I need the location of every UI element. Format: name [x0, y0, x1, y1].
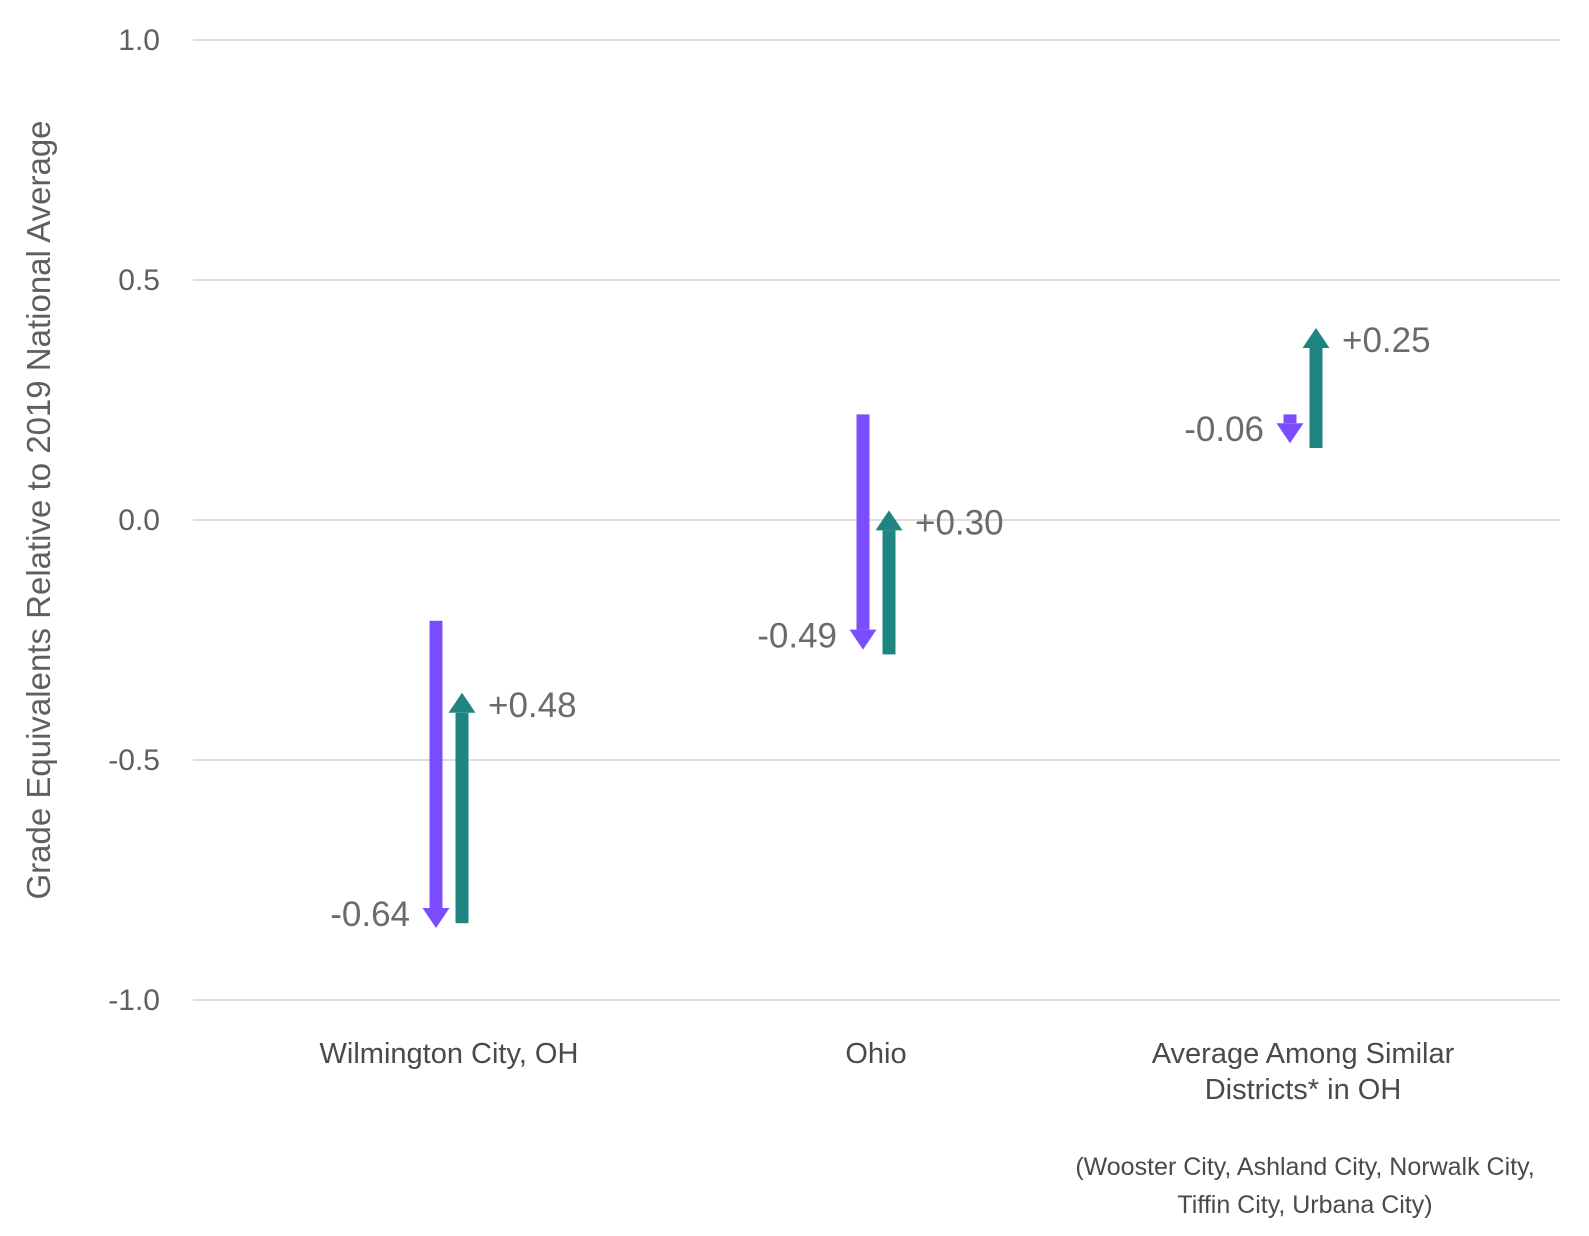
arrow-head — [849, 629, 877, 650]
arrow-head — [448, 692, 476, 713]
x-category-label: Districts* in OH — [1205, 1074, 1402, 1106]
arrow-head — [875, 510, 903, 531]
value-label: -0.49 — [757, 617, 837, 656]
arrow-shaft — [882, 530, 896, 655]
x-category-label: Average Among Similar — [1152, 1038, 1455, 1070]
arrows: -0.64 -0.49 -0.06 +0.48 +0.30 +0.25 — [330, 321, 1430, 934]
x-category-label: Wilmington City, OH — [320, 1038, 579, 1070]
arrow-head — [422, 908, 450, 928]
footnote: (Wooster City, Ashland City, Norwalk Cit… — [1075, 1153, 1534, 1219]
decline-arrow: -0.06 — [1184, 410, 1304, 449]
footnote-line-2: Tiffin City, Urbana City) — [1177, 1191, 1432, 1219]
arrow-shaft — [1283, 414, 1297, 424]
y-axis-ticks: 1.0 0.5 0.0 -0.5 -1.0 — [108, 24, 160, 1017]
recovery-arrow: +0.30 — [875, 503, 1004, 655]
y-tick-label: -1.0 — [108, 984, 160, 1017]
value-label: -0.64 — [330, 895, 410, 934]
arrow-shaft — [455, 712, 469, 924]
arrow-head — [1302, 328, 1330, 348]
value-label: +0.30 — [915, 503, 1004, 542]
arrow-shaft — [856, 414, 870, 630]
recovery-arrow: +0.48 — [448, 686, 577, 924]
arrow-shaft — [1309, 348, 1323, 448]
arrow-head — [1276, 423, 1304, 444]
category-labels: Wilmington City, OH Ohio Average Among Sim… — [320, 1038, 1455, 1106]
decline-arrow: -0.49 — [757, 414, 877, 656]
gridlines — [193, 39, 1560, 1001]
x-category-label: Ohio — [845, 1038, 906, 1070]
y-tick-label: -0.5 — [108, 744, 160, 777]
y-tick-label: 1.0 — [118, 24, 160, 57]
y-axis-label: Grade Equivalents Relative to 2019 Natio… — [20, 120, 57, 899]
footnote-line-1: (Wooster City, Ashland City, Norwalk Cit… — [1075, 1153, 1534, 1181]
decline-arrow: -0.64 — [330, 620, 450, 934]
y-tick-label: 0.5 — [118, 264, 160, 297]
value-label: +0.25 — [1342, 321, 1431, 360]
value-label: -0.06 — [1184, 410, 1264, 449]
y-tick-label: 0.0 — [118, 504, 160, 537]
arrow-shaft — [429, 620, 443, 908]
recovery-arrow: +0.25 — [1302, 321, 1431, 448]
value-label: +0.48 — [488, 686, 577, 725]
